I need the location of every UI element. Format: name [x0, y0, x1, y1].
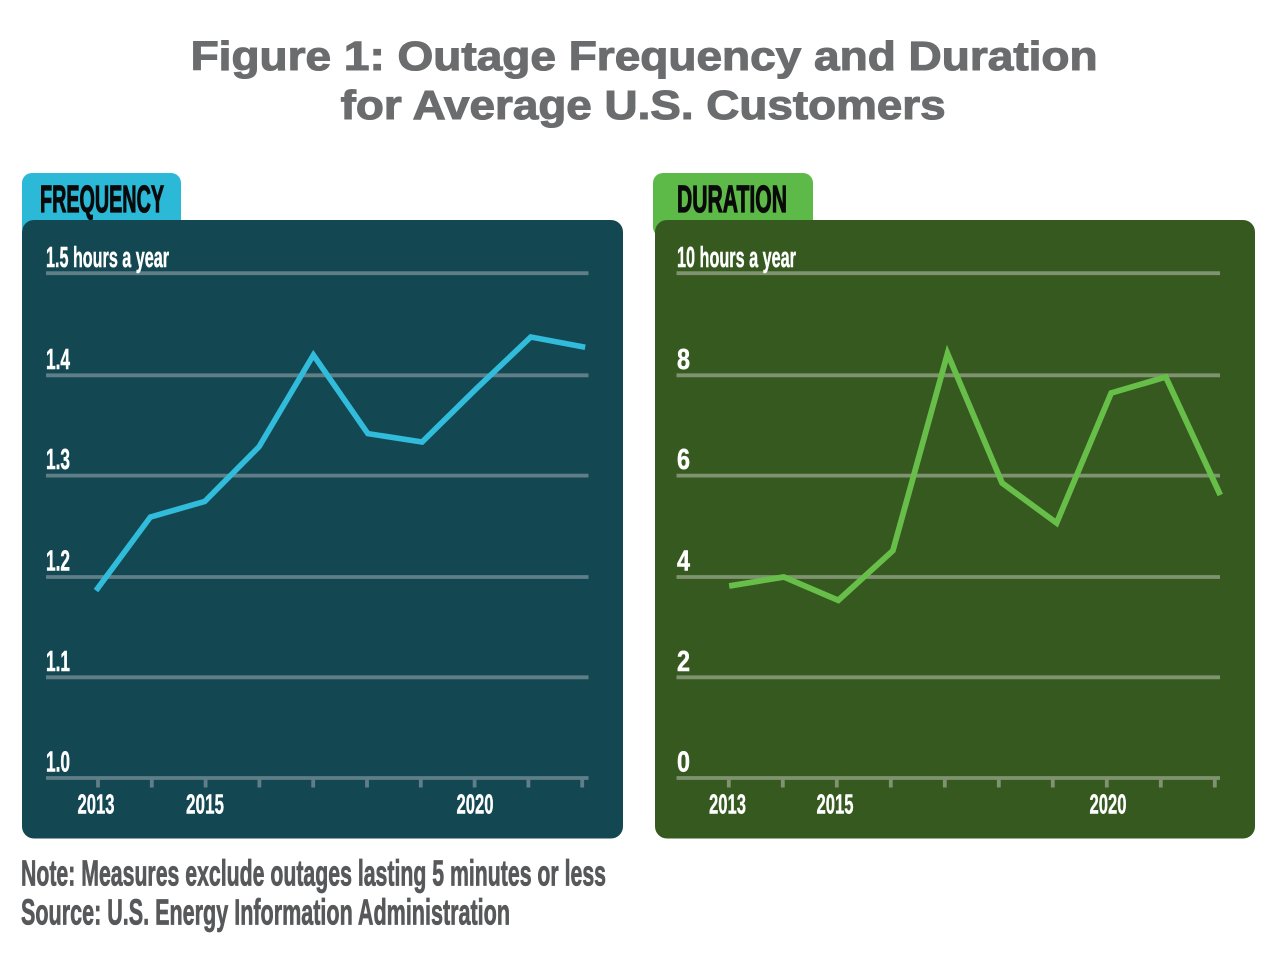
svg-text:2013: 2013: [78, 789, 115, 820]
svg-text:6: 6: [677, 444, 690, 476]
svg-text:2: 2: [677, 646, 690, 678]
svg-text:2020: 2020: [457, 789, 494, 820]
svg-text:Figure 1: Outage Frequency and: Figure 1: Outage Frequency and Duration: [191, 33, 1098, 79]
svg-text:2015: 2015: [186, 789, 224, 820]
svg-text:FREQUENCY: FREQUENCY: [40, 179, 164, 221]
svg-text:8: 8: [677, 344, 690, 376]
svg-text:for Average U.S. Customers: for Average U.S. Customers: [341, 82, 946, 128]
svg-text:4: 4: [677, 546, 690, 578]
svg-text:1.1: 1.1: [46, 646, 70, 678]
svg-text:1.0: 1.0: [46, 747, 70, 779]
svg-text:1.4: 1.4: [46, 344, 70, 376]
svg-text:DURATION: DURATION: [677, 179, 787, 221]
svg-text:2013: 2013: [709, 789, 746, 820]
svg-text:10 hours a year: 10 hours a year: [677, 242, 796, 274]
svg-text:2020: 2020: [1090, 789, 1127, 820]
svg-text:1.2: 1.2: [46, 546, 70, 578]
svg-text:1.3: 1.3: [46, 444, 70, 476]
svg-text:1.5 hours a year: 1.5 hours a year: [46, 242, 169, 274]
svg-text:2015: 2015: [817, 789, 854, 820]
svg-text:Note: Measures exclude outages: Note: Measures exclude outages lasting 5…: [21, 853, 606, 894]
svg-text:0: 0: [677, 747, 690, 779]
svg-text:Source: U.S. Energy Informatio: Source: U.S. Energy Information Administ…: [21, 892, 510, 933]
